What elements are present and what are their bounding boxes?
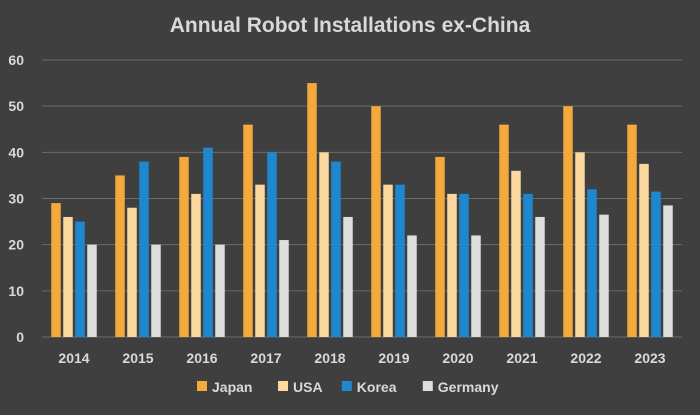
bar-korea-2022 — [587, 189, 597, 337]
bar-japan-2017 — [243, 124, 253, 337]
bar-korea-2021 — [523, 193, 533, 337]
bar-germany-2016 — [215, 244, 225, 337]
bar-germany-2015 — [151, 244, 161, 337]
x-tick-label: 2022 — [570, 350, 601, 366]
bar-korea-2018 — [331, 161, 341, 337]
x-tick-label: 2018 — [314, 350, 345, 366]
bar-germany-2021 — [535, 216, 545, 337]
bar-usa-2014 — [63, 216, 73, 337]
bar-germany-2020 — [471, 235, 481, 337]
legend-swatch-japan — [197, 381, 207, 391]
bar-korea-2015 — [139, 161, 149, 337]
legend-swatch-korea — [341, 381, 352, 391]
bar-usa-2022 — [575, 152, 585, 337]
y-tick-label: 60 — [8, 52, 24, 68]
bar-korea-2017 — [267, 152, 277, 337]
y-axis-ticks: 0 10 20 30 40 50 60 — [8, 52, 24, 345]
x-tick-label: 2020 — [442, 350, 473, 366]
bar-usa-2016 — [191, 193, 201, 337]
bar-germany-2017 — [279, 240, 289, 337]
bar-germany-2018 — [343, 216, 353, 337]
y-tick-label: 10 — [8, 283, 24, 299]
y-tick-label: 30 — [8, 191, 24, 207]
bar-japan-2018 — [307, 83, 317, 337]
bar-korea-2019 — [395, 184, 405, 337]
bar-japan-2022 — [563, 106, 573, 338]
bar-usa-2019 — [383, 184, 393, 337]
legend-swatch-usa — [278, 381, 288, 391]
bar-usa-2018 — [319, 152, 329, 337]
x-tick-label: 2014 — [58, 350, 89, 366]
y-tick-label: 50 — [8, 98, 24, 114]
x-tick-label: 2019 — [378, 350, 409, 366]
bar-japan-2015 — [115, 175, 125, 337]
legend-label-korea: Korea — [357, 379, 397, 395]
y-tick-label: 40 — [8, 144, 24, 160]
bar-usa-2023 — [639, 163, 649, 337]
bar-japan-2023 — [627, 124, 637, 337]
x-tick-label: 2023 — [634, 350, 665, 366]
gridlines — [42, 59, 682, 338]
bar-korea-2023 — [651, 191, 661, 337]
bar-korea-2020 — [459, 193, 469, 337]
bar-usa-2017 — [255, 184, 265, 337]
x-tick-label: 2015 — [122, 350, 153, 366]
bars — [51, 83, 673, 338]
x-tick-label: 2017 — [250, 350, 281, 366]
y-tick-label: 20 — [8, 237, 24, 253]
bar-usa-2021 — [511, 170, 521, 337]
bar-germany-2014 — [87, 244, 97, 337]
bar-usa-2020 — [447, 193, 457, 337]
x-axis-ticks: 2014 2015 2016 2017 2018 2019 2020 2021 2022 2023 — [58, 350, 665, 366]
bar-japan-2020 — [435, 156, 445, 337]
bar-japan-2016 — [179, 156, 189, 337]
bar-usa-2015 — [127, 207, 137, 337]
x-tick-label: 2021 — [506, 350, 537, 366]
legend-label-usa: USA — [293, 379, 323, 395]
bar-japan-2021 — [499, 124, 509, 337]
bar-japan-2014 — [51, 203, 61, 337]
y-tick-label: 0 — [16, 329, 24, 345]
legend: Japan USA Korea Germany — [197, 379, 499, 395]
x-tick-label: 2016 — [186, 350, 217, 366]
chart-title: Annual Robot Installations ex-China — [170, 14, 531, 37]
bar-germany-2022 — [599, 214, 609, 337]
bar-japan-2019 — [371, 106, 381, 338]
legend-swatch-germany — [422, 381, 433, 391]
bar-germany-2023 — [663, 205, 673, 337]
bar-germany-2019 — [407, 235, 417, 337]
legend-label-japan: Japan — [212, 379, 252, 395]
bar-korea-2016 — [203, 147, 213, 337]
bar-korea-2014 — [75, 221, 85, 337]
legend-label-germany: Germany — [438, 379, 499, 395]
